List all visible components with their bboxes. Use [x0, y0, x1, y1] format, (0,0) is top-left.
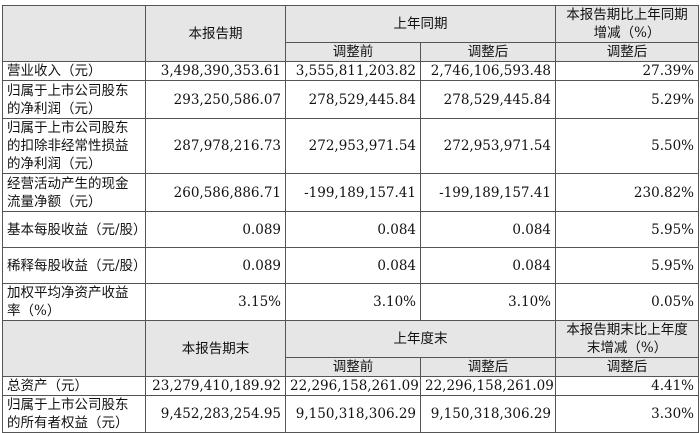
value-cell: 22,296,158,261.09: [420, 376, 556, 396]
row-label: 归属于上市公司股东的所有者权益（元）: [2, 395, 146, 433]
header-sub: 调整前: [285, 357, 421, 377]
value-cell: 5.95%: [555, 247, 699, 284]
value-cell: 22,296,158,261.09: [285, 376, 421, 396]
value-cell: 5.95%: [555, 211, 699, 248]
table-row: 调整前 调整后 调整后: [3, 42, 699, 62]
table-row: 本报告期 上年同期 本报告期比上年同期增减（%）: [2, 5, 699, 62]
table-row: 归属于上市公司股东的扣除非经常性损益的净利润（元） 287,978,216.73 2…: [2, 118, 699, 174]
row-label: 营业收入（元）: [2, 61, 146, 81]
header-period: 本报告期末: [145, 320, 286, 377]
table-row: 稀释每股收益（元/股） 0.089 0.084 0.084 5.95%: [2, 247, 699, 284]
value-cell: 9,150,318,306.29: [420, 395, 556, 433]
value-cell: 293,250,586.07: [145, 80, 286, 119]
financial-table: 本报告期 上年同期 本报告期比上年同期增减（%） 调整前 调整后 调整后 营业收入（元） 3,…: [2, 5, 699, 433]
header-sub: 调整后: [555, 42, 699, 62]
row-label: 总资产（元）: [2, 376, 146, 396]
table-row: 归属于上市公司股东的所有者权益（元） 9,452,283,254.95 9,150,…: [2, 395, 699, 433]
header-blank: [2, 5, 146, 62]
value-cell: 272,953,971.54: [285, 118, 421, 174]
value-cell: 230.82%: [555, 173, 699, 212]
value-cell: 0.084: [420, 211, 556, 248]
table-row: 营业收入（元） 3,498,390,353.61 3,555,811,203.82 2…: [2, 61, 699, 81]
value-cell: 5.50%: [555, 118, 699, 174]
value-cell: -199,189,157.41: [285, 173, 421, 212]
row-label: 基本每股收益（元/股）: [2, 211, 146, 248]
row-label: 归属于上市公司股东的扣除非经常性损益的净利润（元）: [2, 118, 146, 174]
value-cell: 9,150,318,306.29: [285, 395, 421, 433]
value-cell: 287,978,216.73: [145, 118, 286, 174]
table-row: 加权平均净资产收益率（%） 3.15% 3.10% 3.10% 0.05%: [2, 283, 699, 321]
value-cell: 278,529,445.84: [420, 80, 556, 119]
value-cell: 23,279,410,189.92: [145, 376, 286, 396]
value-cell: 3.15%: [145, 283, 286, 321]
table-row: 基本每股收益（元/股） 0.089 0.084 0.084 5.95%: [2, 211, 699, 248]
row-label: 加权平均净资产收益率（%）: [2, 283, 146, 321]
value-cell: 4.41%: [555, 376, 699, 396]
value-cell: 0.084: [420, 247, 556, 284]
value-cell: 278,529,445.84: [285, 80, 421, 119]
value-cell: 27.39%: [555, 61, 699, 81]
row-label: 经营活动产生的现金流量净额（元）: [2, 173, 146, 212]
header-sub: 调整后: [420, 357, 556, 377]
value-cell: 272,953,971.54: [420, 118, 556, 174]
value-cell: 3.30%: [555, 395, 699, 433]
value-cell: 5.29%: [555, 80, 699, 119]
table-body: 本报告期 上年同期 本报告期比上年同期增减（%） 调整前 调整后 调整后 营业收入（元） 3,…: [2, 5, 699, 433]
header-change: 本报告期末比上年度末增减（%）: [555, 320, 699, 358]
table-row: 本报告期末 上年度末 本报告期末比上年度末增减（%）: [2, 320, 699, 377]
page: 本报告期 上年同期 本报告期比上年同期增减（%） 调整前 调整后 调整后 营业收入（元） 3,…: [2, 5, 699, 433]
header-sub: 调整前: [285, 42, 421, 62]
value-cell: 2,746,106,593.48: [420, 61, 556, 81]
value-cell: 0.084: [285, 247, 421, 284]
value-cell: 0.05%: [555, 283, 699, 321]
value-cell: 0.089: [145, 247, 286, 284]
value-cell: 0.084: [285, 211, 421, 248]
value-cell: 9,452,283,254.95: [145, 395, 286, 433]
value-cell: 3,498,390,353.61: [145, 61, 286, 81]
row-label: 归属于上市公司股东的净利润（元）: [2, 80, 146, 119]
value-cell: -199,189,157.41: [420, 173, 556, 212]
header-prior: 上年度末: [285, 320, 556, 358]
table-row: 归属于上市公司股东的净利润（元） 293,250,586.07 278,529,44…: [2, 80, 699, 119]
value-cell: 3,555,811,203.82: [285, 61, 421, 81]
row-label: 稀释每股收益（元/股）: [2, 247, 146, 284]
header-change: 本报告期比上年同期增减（%）: [555, 5, 699, 43]
table-row: 调整前 调整后 调整后: [3, 357, 699, 377]
header-prior: 上年同期: [285, 5, 556, 43]
header-sub: 调整后: [555, 357, 699, 377]
value-cell: 0.089: [145, 211, 286, 248]
table-row: 经营活动产生的现金流量净额（元） 260,586,886.71 -199,189,1…: [2, 173, 699, 212]
header-period: 本报告期: [145, 5, 286, 62]
value-cell: 3.10%: [420, 283, 556, 321]
table-row: 总资产（元） 23,279,410,189.92 22,296,158,261.09…: [2, 376, 699, 396]
header-blank: [2, 320, 146, 377]
value-cell: 260,586,886.71: [145, 173, 286, 212]
value-cell: 3.10%: [285, 283, 421, 321]
header-sub: 调整后: [420, 42, 556, 62]
